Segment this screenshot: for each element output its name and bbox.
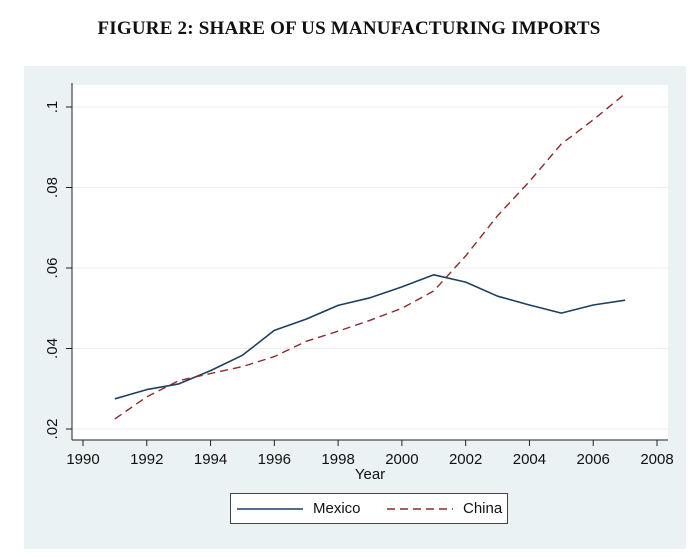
x-tick-label-4: 1998	[321, 451, 354, 468]
gridlines	[72, 106, 668, 430]
x-tick-label-7: 2004	[513, 451, 546, 468]
legend-label-mexico: Mexico	[313, 500, 361, 517]
x-tick-label-3: 1996	[258, 451, 291, 468]
x-tick-label-0: 1990	[66, 451, 99, 468]
y-tick-label-4: .1	[44, 101, 61, 114]
x-tick-label-2: 1994	[194, 451, 227, 468]
legend-item-mexico: Mexico	[237, 494, 361, 523]
y-tick-label-0: .02	[44, 419, 61, 440]
y-tick-label-2: .06	[44, 258, 61, 279]
series-lines	[114, 93, 626, 420]
legend-label-china: China	[463, 500, 503, 517]
axes: .02 .04 .06 .08 .1 1990 1992 1994 1996 1998 2000 20…	[44, 83, 674, 468]
legend-swatch-mexico	[237, 507, 303, 510]
x-tick-label-9: 2008	[640, 451, 673, 468]
plot-area	[72, 85, 668, 440]
x-tick-label-6: 2002	[449, 451, 482, 468]
legend-item-china: China	[387, 494, 502, 523]
series-line-mexico	[114, 273, 626, 400]
x-tick-label-8: 2006	[577, 451, 610, 468]
legend-swatch-china	[387, 507, 453, 510]
series-line-china	[114, 93, 626, 420]
y-tick-label-1: .04	[44, 338, 61, 359]
x-tick-label-5: 2000	[385, 451, 418, 468]
x-tick-label-1: 1992	[130, 451, 163, 468]
y-tick-label-3: .08	[44, 177, 61, 198]
x-axis-label: Year	[355, 466, 385, 483]
figure-title: FIGURE 2: SHARE OF US MANUFACTURING IMPO…	[97, 18, 601, 39]
legend: Mexico China	[230, 493, 508, 524]
